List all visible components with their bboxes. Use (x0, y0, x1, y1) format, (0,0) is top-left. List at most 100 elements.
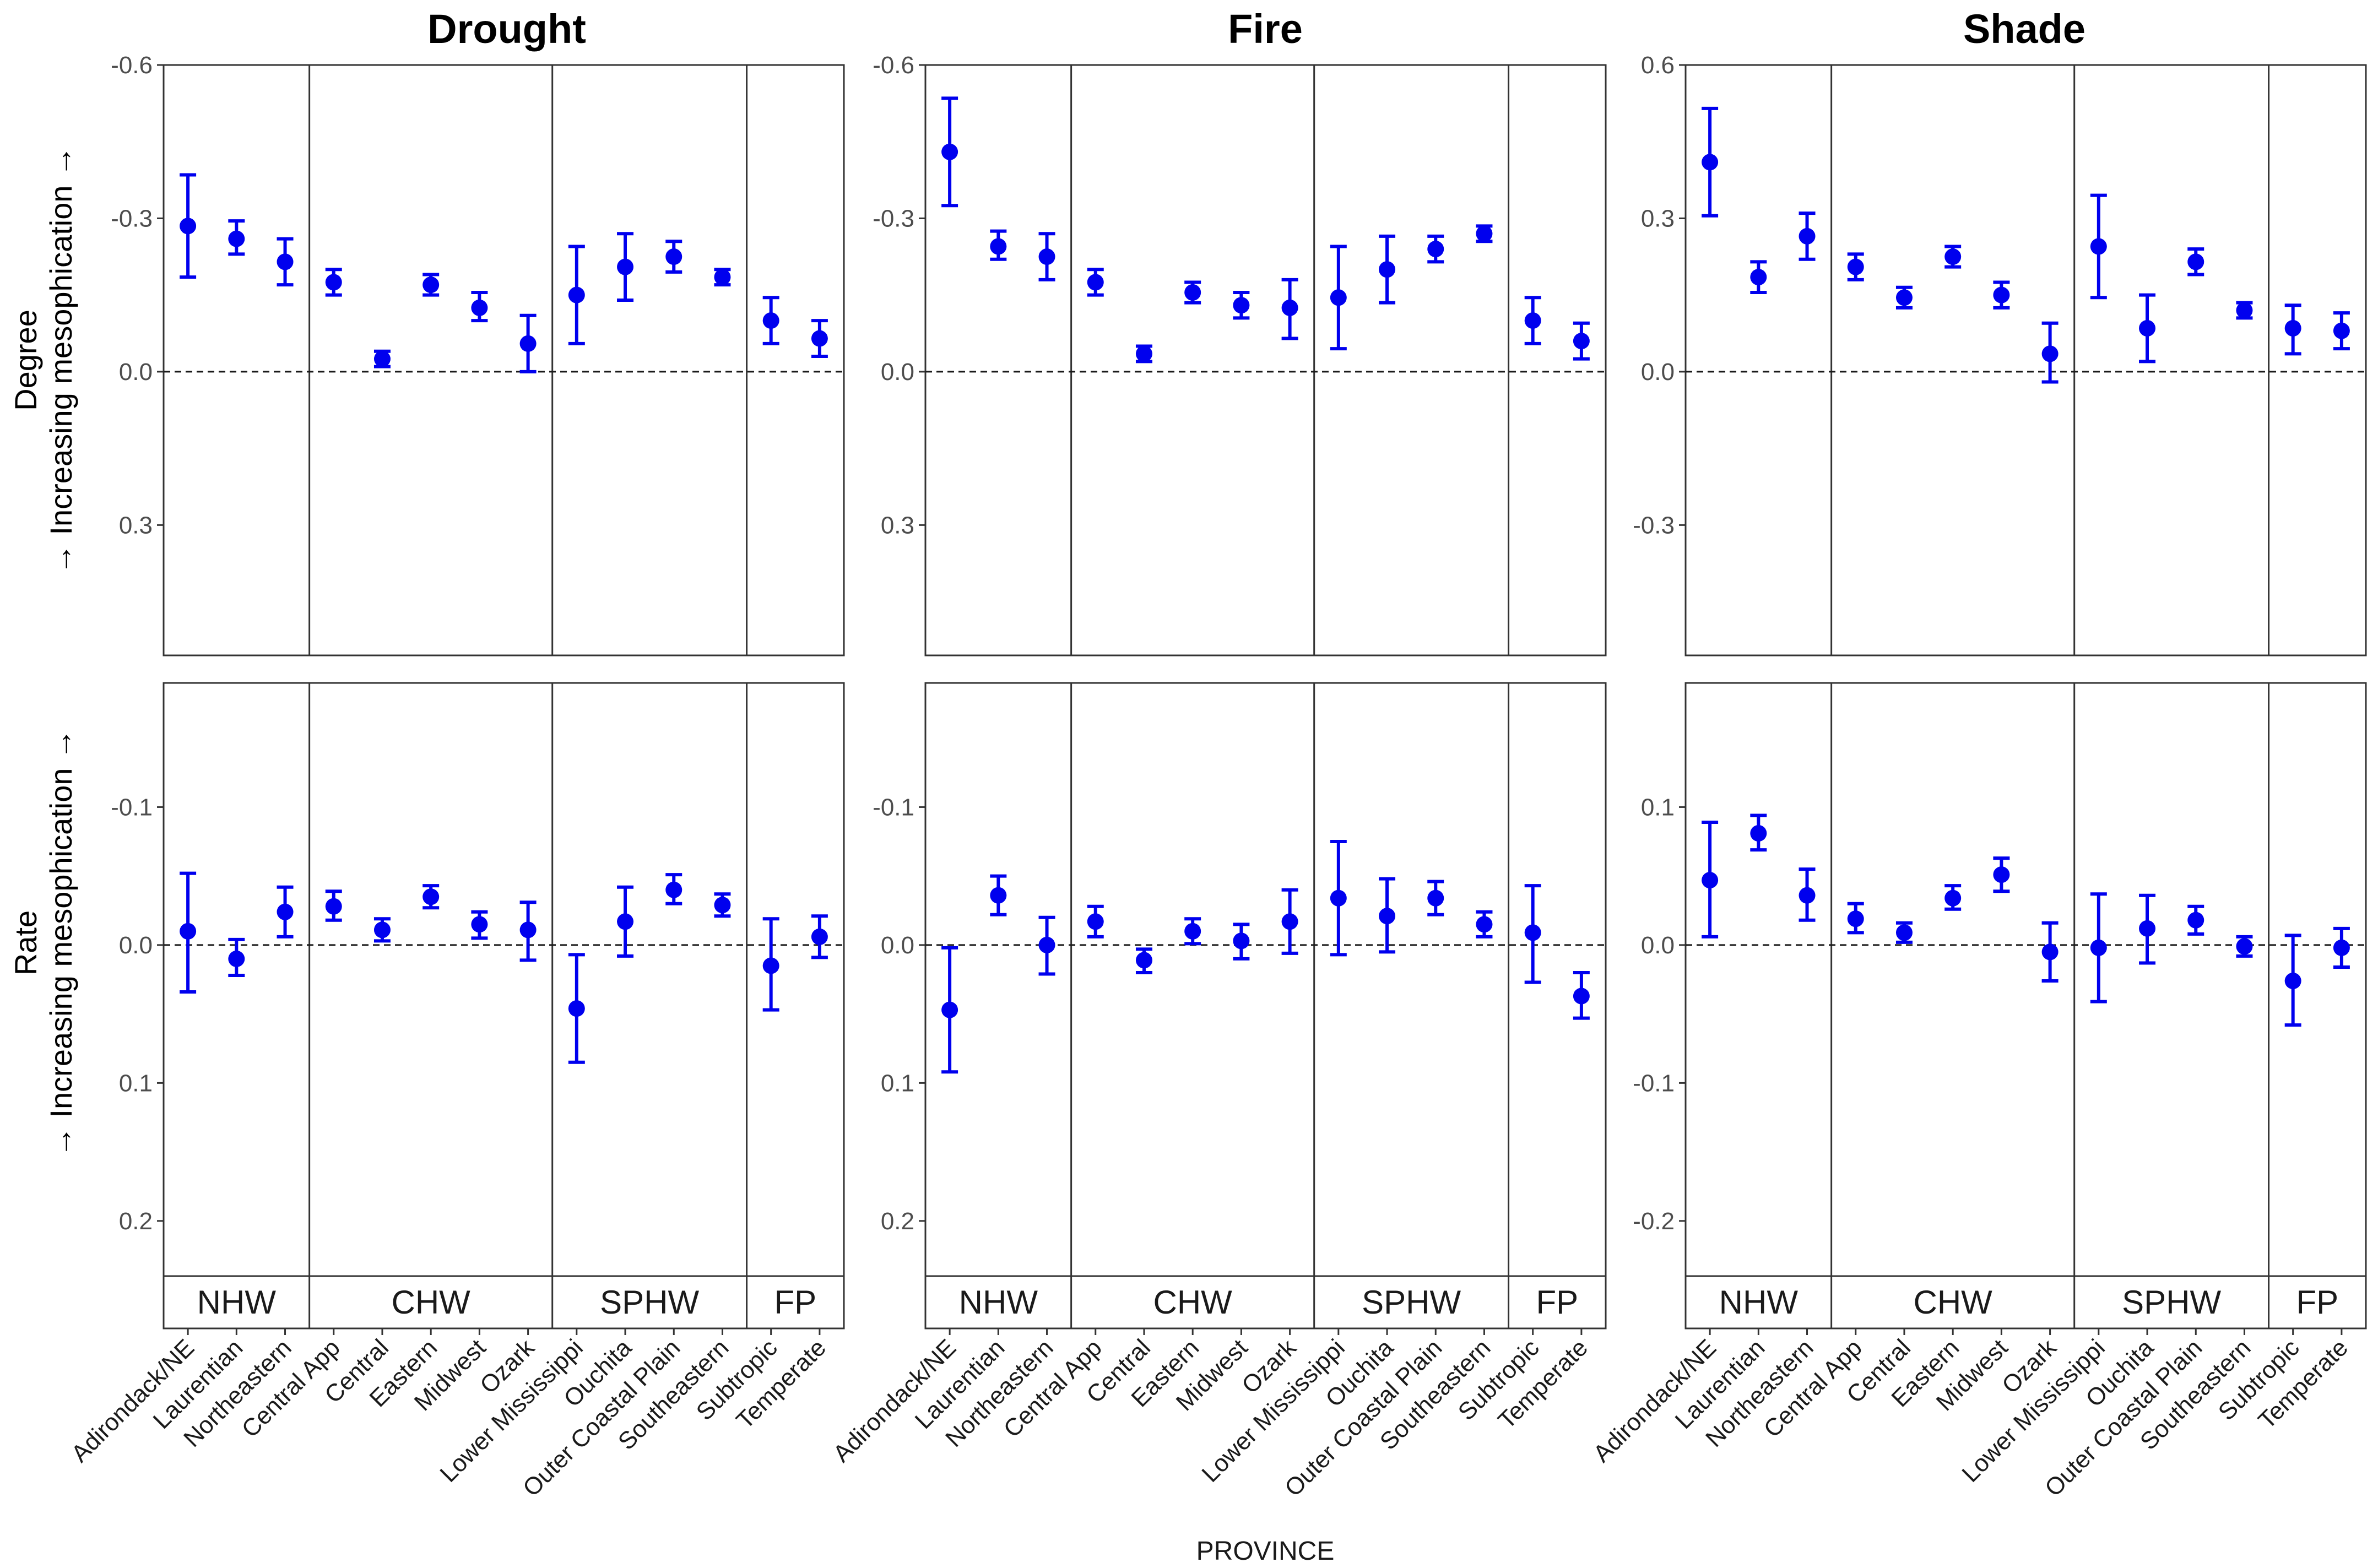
y-tick-label: -0.3 (873, 205, 914, 232)
point-ouchita (617, 913, 634, 930)
point-eastern (1944, 889, 1962, 907)
point-temperate (1573, 333, 1590, 350)
y-tick-label: 0.2 (119, 1208, 153, 1235)
point-southeastern (714, 269, 731, 286)
point-southeastern (714, 897, 731, 914)
strip-label-sphw: SPHW (600, 1284, 699, 1321)
point-central-app (325, 898, 342, 915)
point-northeastern (1038, 248, 1055, 265)
point-adirondack-ne (1702, 154, 1719, 171)
point-outer-coastal-plain (2187, 911, 2204, 929)
panel-border (162, 64, 845, 657)
point-southeastern (2236, 302, 2253, 319)
point-adirondack-ne (180, 923, 197, 940)
point-subtropic (1524, 924, 1541, 941)
point-midwest (1233, 932, 1250, 950)
point-outer-coastal-plain (665, 248, 682, 265)
y-tick-label: 0.1 (1641, 794, 1675, 821)
y-tick-label: -0.1 (873, 794, 914, 821)
y-tick-label: 0.1 (119, 1070, 153, 1097)
y-tick-label: -0.6 (111, 52, 153, 79)
y-tick-label: 0.1 (881, 1070, 914, 1097)
point-temperate (1573, 988, 1590, 1005)
plot-panels: -0.6-0.30.00.3-0.6-0.30.00.30.60.30.0-0.… (66, 52, 2367, 1502)
panel-shade-degree: 0.6 0.3 0.0 -0.3 (1633, 52, 2367, 657)
point-laurentian (228, 950, 245, 967)
strip-label-fp: FP (774, 1284, 816, 1321)
y-tick-label: 0.0 (1641, 359, 1675, 386)
point-laurentian (990, 238, 1007, 255)
point-ozark (519, 335, 537, 352)
point-subtropic (2284, 973, 2301, 990)
point-subtropic (1524, 312, 1541, 329)
y-tick-label: 0.0 (881, 359, 914, 386)
point-eastern (1944, 248, 1962, 265)
point-northeastern (1799, 887, 1816, 904)
point-lower-mississippi (2090, 238, 2107, 255)
strip-label-nhw: NHW (959, 1284, 1038, 1321)
point-midwest (471, 916, 488, 933)
group-strip-fire: NHW CHW SPHW FPAdirondack/NELaurentianNorth… (828, 1275, 1607, 1502)
point-temperate (811, 928, 828, 945)
y-tick-label: -0.1 (111, 794, 153, 821)
point-lower-mississippi (2090, 939, 2107, 956)
point-midwest (1993, 286, 2010, 303)
point-laurentian (1750, 269, 1767, 286)
point-central (373, 350, 391, 367)
strip-label-nhw: NHW (1719, 1284, 1799, 1321)
point-central (373, 921, 391, 938)
point-adirondack-ne (180, 218, 197, 235)
strip-label-nhw: NHW (197, 1284, 277, 1321)
point-subtropic (762, 957, 779, 974)
point-ozark (1281, 299, 1298, 316)
y-tick-label: 0.0 (119, 932, 153, 959)
strip-label-fp: FP (1536, 1284, 1578, 1321)
point-central-app (1847, 258, 1864, 275)
point-midwest (1233, 297, 1250, 314)
row-subtitle-degree: → Increasing mesophication → (44, 146, 78, 574)
strip-background (924, 1275, 1607, 1330)
x-axis-title: PROVINCE (1196, 1537, 1335, 1566)
point-ouchita (617, 258, 634, 275)
y-tick-label: 0.0 (881, 932, 914, 959)
point-central-app (325, 274, 342, 291)
point-eastern (422, 276, 440, 294)
point-temperate (2333, 939, 2350, 956)
strip-background (162, 1275, 845, 1330)
point-central-app (1847, 910, 1864, 927)
point-ouchita (2139, 920, 2156, 937)
point-northeastern (1799, 227, 1816, 245)
y-tick-label: -0.3 (1633, 512, 1675, 539)
point-southeastern (2236, 938, 2253, 955)
y-tick-label: -0.2 (1633, 1208, 1675, 1235)
panel-border (162, 682, 845, 1277)
panel-drought-degree: -0.6 -0.3 0.0 0.3 (111, 52, 845, 657)
point-outer-coastal-plain (1427, 241, 1444, 258)
column-titles: Drought Fire Shade (427, 6, 2086, 52)
point-ouchita (1379, 261, 1396, 278)
row-titles: Degree → Increasing mesophication → Rate… (8, 146, 78, 1157)
point-temperate (811, 330, 828, 347)
point-outer-coastal-plain (665, 881, 682, 898)
point-lower-mississippi (568, 286, 585, 303)
point-northeastern (277, 253, 294, 270)
point-northeastern (1038, 936, 1055, 953)
point-southeastern (1476, 225, 1493, 242)
panel-border (1684, 64, 2367, 657)
strip-label-chw: CHW (392, 1284, 471, 1321)
point-central (1135, 952, 1152, 969)
y-tick-label: -0.1 (1633, 1070, 1675, 1097)
point-central-app (1087, 913, 1104, 930)
row-subtitle-rate: → Increasing mesophication → (44, 729, 78, 1157)
column-title-fire: Fire (1228, 6, 1303, 52)
row-title-rate: Rate (8, 910, 43, 975)
strip-label-chw: CHW (1153, 1284, 1233, 1321)
point-central-app (1087, 274, 1104, 291)
point-ouchita (1379, 908, 1396, 925)
y-tick-label: 0.3 (1641, 205, 1675, 232)
point-lower-mississippi (568, 1000, 585, 1017)
column-title-shade: Shade (1963, 6, 2086, 52)
point-eastern (1184, 284, 1201, 301)
panel-border (924, 682, 1607, 1277)
